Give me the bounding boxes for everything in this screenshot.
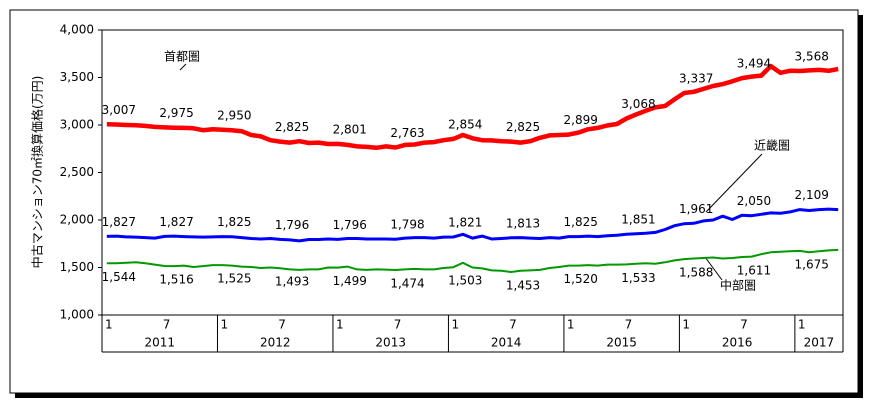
data-label: 1,851: [621, 213, 655, 227]
data-label: 2,975: [159, 106, 193, 120]
x-tick-label: 1: [798, 318, 806, 332]
data-label: 3,568: [795, 50, 829, 64]
series-line: [106, 207, 839, 243]
data-label: 1,813: [506, 216, 540, 230]
series-line: [106, 63, 839, 151]
year-label: 2011: [144, 336, 175, 350]
data-label: 1,796: [333, 218, 367, 232]
data-label: 1,533: [621, 271, 655, 285]
series-name: 首都圏: [164, 50, 200, 64]
data-label: 1,503: [448, 274, 482, 288]
data-label: 1,798: [390, 218, 424, 232]
x-tick-label: 7: [509, 318, 517, 332]
y-tick-label: 3,000: [60, 118, 94, 132]
data-label: 3,068: [621, 97, 655, 111]
x-tick-label: 1: [567, 318, 575, 332]
data-label: 3,494: [737, 57, 771, 71]
series-name: 近畿圏: [754, 139, 790, 153]
data-label: 1,675: [795, 257, 829, 271]
x-tick-label: 7: [740, 318, 748, 332]
year-label: 2012: [260, 336, 291, 350]
data-label: 1,544: [102, 270, 136, 284]
data-label: 2,854: [448, 117, 482, 131]
data-label: 2,950: [217, 108, 251, 122]
y-tick-label: 3,500: [60, 70, 94, 84]
data-label: 2,899: [564, 113, 598, 127]
series-name: 中部圏: [720, 278, 756, 293]
data-label: 3,007: [102, 103, 136, 117]
y-tick-label: 2,500: [60, 165, 94, 179]
data-label: 1,588: [679, 266, 713, 280]
x-tick-label: 1: [220, 318, 228, 332]
data-label: 1,611: [737, 263, 771, 277]
y-tick-label: 4,000: [60, 23, 94, 37]
series-line: [106, 248, 839, 273]
data-label: 1,453: [506, 278, 540, 292]
data-label: 2,801: [333, 122, 367, 136]
year-label: 2015: [606, 336, 637, 350]
data-label: 1,827: [159, 215, 193, 229]
data-label: 2,825: [275, 120, 309, 134]
data-label: 2,109: [795, 188, 829, 202]
x-tick-label: 1: [336, 318, 344, 332]
data-label: 1,961: [679, 202, 713, 216]
data-label: 2,825: [506, 120, 540, 134]
x-tick-label: 7: [163, 318, 171, 332]
year-label: 2016: [722, 336, 753, 350]
x-tick-label: 7: [394, 318, 402, 332]
data-label: 1,525: [217, 272, 251, 286]
year-label: 2017: [804, 336, 835, 350]
y-tick-label: 1,500: [60, 260, 94, 274]
data-label: 1,827: [102, 215, 136, 229]
x-tick-label: 7: [625, 318, 633, 332]
data-label: 1,821: [448, 216, 482, 230]
leader: [705, 153, 763, 213]
data-label: 1,825: [564, 215, 598, 229]
leader: [704, 256, 723, 281]
data-label: 1,520: [564, 272, 598, 286]
data-label: 1,474: [390, 276, 424, 290]
year-label: 2014: [491, 336, 522, 350]
data-label: 2,050: [737, 194, 771, 208]
x-tick-label: 1: [105, 318, 113, 332]
y-axis-title: 中古マンション70㎡換算価格(万円): [30, 76, 45, 269]
data-label: 2,763: [390, 126, 424, 140]
data-label: 1,825: [217, 215, 251, 229]
data-label: 1,499: [333, 274, 367, 288]
data-label: 1,516: [159, 272, 193, 286]
data-label: 1,796: [275, 218, 309, 232]
data-label: 3,337: [679, 71, 713, 85]
y-tick-label: 1,000: [60, 308, 94, 322]
year-label: 2013: [375, 336, 406, 350]
leader: [179, 63, 187, 71]
data-label: 1,493: [275, 275, 309, 289]
x-tick-label: 7: [278, 318, 286, 332]
y-tick-label: 2,000: [60, 213, 94, 227]
x-tick-label: 1: [451, 318, 459, 332]
x-tick-label: 1: [682, 318, 690, 332]
